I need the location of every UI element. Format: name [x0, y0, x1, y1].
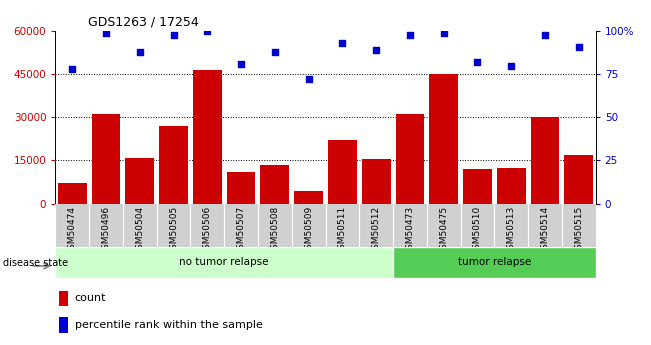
Point	[439, 30, 449, 36]
Bar	[497, 168, 525, 204]
Bar	[59, 290, 68, 306]
Text: GDS1263 / 17254: GDS1263 / 17254	[88, 16, 199, 29]
Bar	[55, 247, 393, 278]
Bar	[564, 155, 593, 204]
Point	[371, 47, 381, 53]
Point	[236, 61, 246, 67]
Point	[169, 32, 179, 37]
Text: GSM50504: GSM50504	[135, 206, 145, 255]
Bar	[531, 117, 559, 204]
Point	[303, 77, 314, 82]
Point	[405, 32, 415, 37]
Point	[540, 32, 550, 37]
Bar	[58, 184, 87, 204]
Point	[135, 49, 145, 55]
Point	[574, 44, 584, 49]
Text: GSM50508: GSM50508	[270, 206, 279, 255]
Text: no tumor relapse: no tumor relapse	[180, 257, 269, 267]
Bar	[430, 74, 458, 204]
Point	[270, 49, 280, 55]
Text: GSM50473: GSM50473	[406, 206, 415, 255]
Bar	[393, 247, 596, 278]
Bar	[463, 169, 492, 204]
Text: GSM50509: GSM50509	[304, 206, 313, 255]
Point	[101, 30, 111, 36]
Bar	[227, 172, 255, 204]
Text: GSM50512: GSM50512	[372, 206, 381, 255]
Text: disease state: disease state	[3, 258, 68, 268]
Text: GSM50513: GSM50513	[506, 206, 516, 255]
Text: percentile rank within the sample: percentile rank within the sample	[75, 320, 262, 330]
Text: GSM50515: GSM50515	[574, 206, 583, 255]
Text: GSM50475: GSM50475	[439, 206, 448, 255]
Text: GSM50506: GSM50506	[203, 206, 212, 255]
Text: GSM50510: GSM50510	[473, 206, 482, 255]
Point	[506, 63, 516, 68]
Bar	[362, 159, 391, 204]
Point	[202, 28, 212, 34]
Bar	[59, 317, 68, 333]
Bar	[159, 126, 188, 204]
Point	[472, 59, 482, 65]
Bar	[328, 140, 357, 204]
Bar	[193, 70, 221, 204]
Text: count: count	[75, 293, 106, 303]
Point	[67, 66, 77, 72]
Bar	[294, 190, 323, 204]
Text: GSM50496: GSM50496	[102, 206, 111, 255]
Text: GSM50474: GSM50474	[68, 206, 77, 255]
Text: GSM50505: GSM50505	[169, 206, 178, 255]
Text: GSM50514: GSM50514	[540, 206, 549, 255]
Bar	[260, 165, 289, 204]
Text: GSM50507: GSM50507	[236, 206, 245, 255]
Bar	[126, 158, 154, 204]
Bar	[396, 115, 424, 204]
Bar	[92, 115, 120, 204]
Text: GSM50511: GSM50511	[338, 206, 347, 255]
Text: tumor relapse: tumor relapse	[458, 257, 531, 267]
Point	[337, 40, 348, 46]
